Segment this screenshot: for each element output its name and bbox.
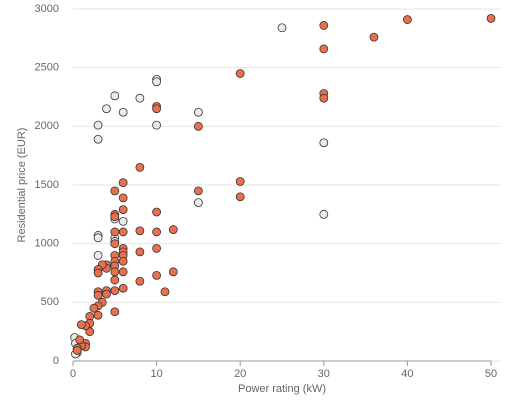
- point: [110, 91, 120, 101]
- point: [102, 104, 111, 114]
- point: [319, 93, 329, 103]
- point: [110, 267, 120, 277]
- point: [369, 32, 379, 42]
- point: [193, 198, 203, 208]
- point: [135, 247, 145, 257]
- point: [135, 162, 145, 172]
- point: [72, 346, 82, 355]
- point: [93, 268, 103, 278]
- point: [160, 287, 170, 297]
- point: [193, 121, 203, 131]
- y-tick-label: 0: [53, 355, 59, 367]
- point: [319, 209, 329, 219]
- point: [93, 120, 103, 130]
- point: [118, 107, 128, 117]
- point: [118, 178, 128, 188]
- point: [152, 270, 162, 280]
- point: [135, 226, 145, 236]
- point: [135, 93, 145, 103]
- point: [118, 256, 128, 266]
- point: [168, 267, 178, 277]
- point: [93, 290, 103, 300]
- point: [110, 286, 120, 296]
- point: [319, 44, 329, 54]
- y-tick-label: 500: [41, 296, 59, 308]
- y-tick-label: 2500: [35, 62, 59, 74]
- x-tick-label: 20: [234, 368, 246, 380]
- point: [152, 120, 162, 130]
- point: [76, 320, 86, 330]
- point: [110, 307, 120, 317]
- point: [118, 205, 128, 215]
- x-tick-label: 30: [318, 368, 330, 380]
- point: [118, 193, 128, 203]
- point: [277, 23, 287, 33]
- point: [402, 15, 412, 24]
- y-tick-label: 1000: [35, 238, 59, 250]
- point: [235, 69, 245, 78]
- point: [235, 192, 245, 202]
- x-tick-label: 0: [70, 368, 76, 380]
- point: [168, 225, 178, 234]
- y-axis-label: Residential price (EUR): [16, 128, 28, 243]
- x-tick-label: 40: [401, 368, 413, 380]
- point: [193, 186, 203, 196]
- point: [110, 227, 120, 237]
- point: [110, 275, 120, 285]
- point: [152, 104, 162, 114]
- y-tick-label: 3000: [35, 3, 59, 15]
- point: [118, 267, 128, 277]
- x-axis-label: Power rating (kW): [238, 383, 326, 395]
- point: [152, 77, 162, 87]
- point: [319, 138, 329, 148]
- point: [319, 21, 329, 30]
- point: [93, 250, 103, 260]
- point: [110, 239, 120, 249]
- point: [135, 276, 145, 286]
- y-tick-label: 1500: [35, 179, 59, 191]
- point: [75, 335, 85, 345]
- point: [102, 289, 111, 299]
- x-tick-label: 50: [485, 368, 497, 380]
- point: [85, 327, 95, 337]
- point: [93, 310, 103, 320]
- point: [118, 227, 128, 237]
- point: [486, 13, 496, 23]
- point: [118, 283, 128, 293]
- point: [152, 243, 162, 253]
- point: [235, 177, 245, 186]
- x-tick-label: 10: [150, 368, 162, 380]
- point: [152, 207, 162, 217]
- point: [93, 134, 103, 144]
- point: [110, 212, 120, 222]
- point: [93, 233, 103, 243]
- point: [152, 227, 162, 237]
- point: [193, 107, 203, 117]
- point: [118, 216, 128, 226]
- point: [89, 303, 99, 313]
- y-tick-label: 2000: [35, 120, 59, 132]
- point: [110, 186, 120, 196]
